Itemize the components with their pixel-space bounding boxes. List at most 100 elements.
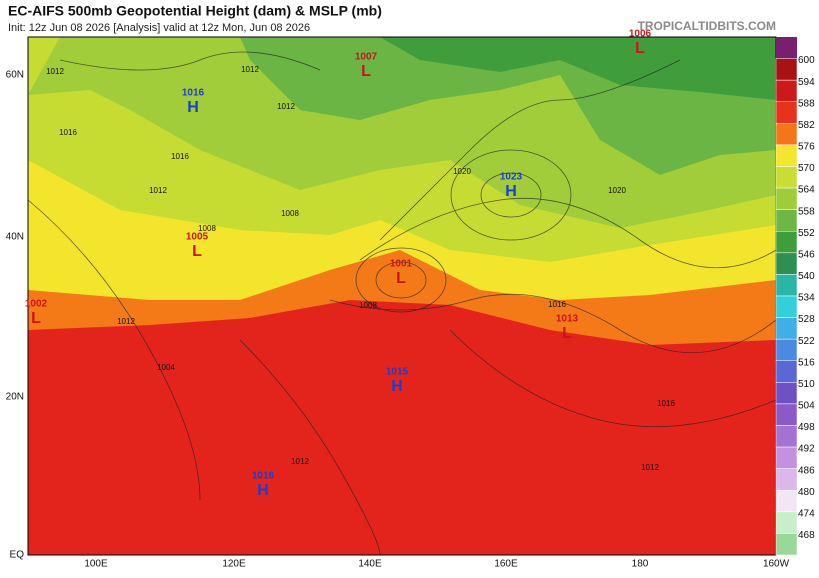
pressure-value: 1016 [182, 88, 205, 99]
colorbar-swatch [775, 58, 798, 81]
colorbar-label: 546 [798, 249, 815, 260]
contour-label: 1012 [241, 65, 259, 74]
pressure-value: 1007 [355, 52, 378, 63]
colorbar-label: 552 [798, 228, 815, 239]
colorbar-label: 522 [798, 336, 815, 347]
contour-label: 1012 [641, 463, 659, 472]
pressure-letter: L [31, 310, 41, 327]
pressure-letter: L [192, 243, 202, 260]
lon-label: 100E [84, 559, 108, 570]
colorbar-swatch [775, 446, 798, 469]
colorbar-label: 564 [798, 185, 815, 196]
contour-label: 1012 [149, 186, 167, 195]
contour-label: 1012 [291, 457, 309, 466]
lat-label: 20N [6, 392, 24, 403]
pressure-value: 1002 [25, 299, 48, 310]
contour-label: 1020 [608, 186, 626, 195]
contour-label: 1008 [359, 301, 377, 310]
pressure-value: 1006 [629, 29, 652, 40]
lat-label: 40N [6, 232, 24, 243]
contour-label: 1016 [657, 399, 675, 408]
colorbar-swatch [775, 252, 798, 275]
lon-label: 160E [494, 559, 518, 570]
colorbar-swatch [775, 360, 798, 383]
pressure-value: 1005 [186, 232, 209, 243]
colorbar-swatch [775, 79, 798, 102]
contour-label: 1012 [46, 67, 64, 76]
colorbar-swatch [775, 209, 798, 232]
pressure-value: 1023 [500, 172, 523, 183]
colorbar-label: 540 [798, 271, 815, 282]
colorbar-swatch [775, 403, 798, 426]
pressure-value: 1001 [390, 259, 413, 270]
colorbar-swatch [775, 123, 798, 146]
colorbar-swatch [775, 166, 798, 189]
colorbar-swatch [775, 231, 798, 254]
colorbar: 600 594 588 582 576 570 564 558 552 546 540 534 528 5… [775, 37, 815, 556]
map [27, 36, 777, 556]
colorbar-swatch [775, 295, 798, 318]
colorbar-label: 492 [798, 444, 815, 455]
colorbar-label: 504 [798, 401, 815, 412]
pressure-letter: L [396, 270, 406, 287]
colorbar-label: 486 [798, 465, 815, 476]
contour-label: 1016 [171, 152, 189, 161]
lon-label: 120E [222, 559, 246, 570]
colorbar-swatch [775, 468, 798, 491]
pressure-letter: L [562, 325, 572, 342]
colorbar-label: 510 [798, 379, 815, 390]
colorbar-swatch [775, 101, 798, 124]
colorbar-label: 468 [798, 530, 815, 541]
lon-label: 180 [632, 559, 649, 570]
colorbar-label: 576 [798, 142, 815, 153]
colorbar-swatch [775, 187, 798, 210]
contour-label: 1012 [117, 317, 135, 326]
pressure-value: 1013 [556, 314, 579, 325]
pressure-letter: L [635, 40, 645, 57]
watermark: NongHua.VN [731, 557, 796, 569]
colorbar-label: 498 [798, 422, 815, 433]
colorbar-label: 474 [798, 508, 815, 519]
lon-label: 160W [763, 559, 790, 570]
colorbar-swatch [775, 274, 798, 297]
lon-label: 140E [358, 559, 382, 570]
pressure-letter: H [187, 99, 199, 116]
pressure-letter: H [391, 378, 403, 395]
colorbar-swatch [775, 317, 798, 340]
colorbar-label: 558 [798, 206, 815, 217]
colorbar-label: 534 [798, 293, 815, 304]
colorbar-swatch [775, 382, 798, 405]
lat-label: EQ [10, 550, 25, 561]
colorbar-label: 528 [798, 314, 815, 325]
contour-label: 1008 [198, 224, 216, 233]
colorbar-swatch [776, 37, 797, 59]
colorbar-label: 588 [798, 98, 815, 109]
colorbar-label: 600 [798, 55, 815, 66]
colorbar-label: 570 [798, 163, 815, 174]
contour-label: 1012 [277, 102, 295, 111]
title: EC-AIFS 500mb Geopotential Height (dam) … [8, 3, 382, 19]
colorbar-swatch [775, 144, 798, 167]
colorbar-swatch [775, 338, 798, 361]
colorbar-swatch [775, 425, 798, 448]
pressure-letter: L [361, 63, 371, 80]
contour-label: 1004 [157, 363, 175, 372]
colorbar-swatch [775, 490, 798, 513]
pressure-value: 1016 [252, 471, 275, 482]
colorbar-label: 516 [798, 357, 815, 368]
subtitle: Init: 12z Jun 08 2026 [Analysis] valid a… [8, 22, 310, 34]
colorbar-label: 480 [798, 487, 815, 498]
site-name: TROPICALTIDBITS.COM [638, 19, 776, 33]
contour-label: 1020 [453, 167, 471, 176]
contour-label: 1016 [59, 128, 77, 137]
contour-label: 1008 [281, 209, 299, 218]
pressure-letter: H [257, 482, 269, 499]
colorbar-label: 594 [798, 77, 815, 88]
colorbar-label: 582 [798, 120, 815, 131]
pressure-value: 1015 [386, 367, 409, 378]
lat-label: 60N [6, 70, 24, 81]
colorbar-swatch [775, 533, 798, 556]
colorbar-swatch [775, 511, 798, 534]
contour-label: 1016 [548, 300, 566, 309]
